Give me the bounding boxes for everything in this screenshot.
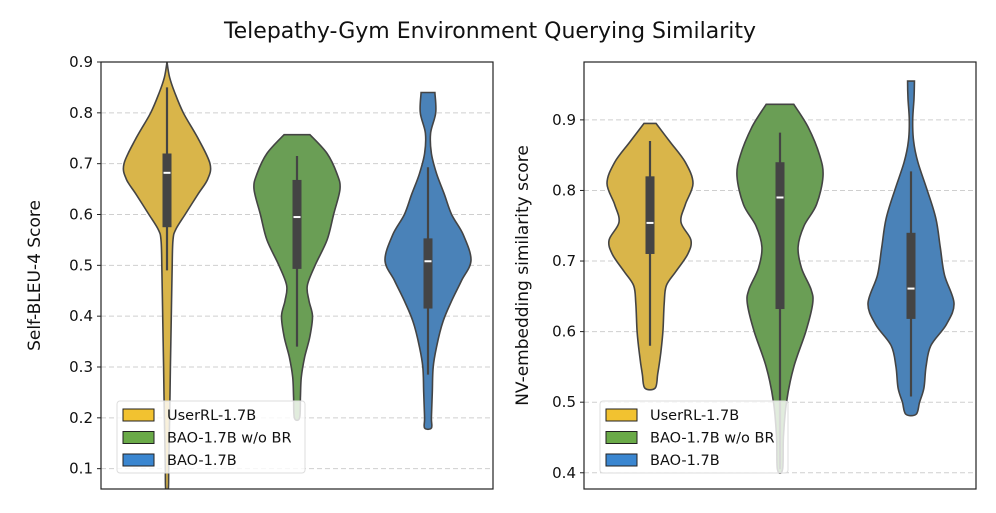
y-tick-label: 0.1 <box>69 460 93 478</box>
y-tick-label: 0.3 <box>69 358 93 376</box>
legend-box <box>599 400 789 474</box>
chart-title: Telepathy-Gym Environment Querying Simil… <box>223 19 756 44</box>
violin-box <box>645 176 655 254</box>
y-tick-label: 0.9 <box>552 111 576 129</box>
legend-label: BAO-1.7B w/o BR <box>650 431 775 447</box>
legend-label: BAO-1.7B <box>650 453 720 469</box>
y-tick-label: 0.4 <box>552 464 576 482</box>
violin-box <box>292 179 302 269</box>
legend: UserRL-1.7B BAO-1.7B w/o BR BAO-1.7B <box>599 400 789 474</box>
violin-1 <box>122 62 212 489</box>
legend-swatch <box>605 453 638 467</box>
plot-frame <box>100 61 494 490</box>
legend-box <box>116 400 306 474</box>
y-tick-label: 0.6 <box>552 323 576 341</box>
legend-swatch <box>605 408 638 422</box>
legend-swatch <box>122 453 155 467</box>
chart-panel-1: 0.1 0.2 0.3 0.4 0.5 0.6 0.7 0.8 0.9 Self-BLEU-4 S… <box>25 53 494 490</box>
y-tick-label: 0.7 <box>552 252 576 270</box>
violin-box <box>423 238 433 309</box>
y-tick-label: 0.8 <box>69 104 93 122</box>
violin-box <box>775 162 785 310</box>
legend-label: BAO-1.7B <box>167 453 237 469</box>
legend-label: BAO-1.7B w/o BR <box>167 431 292 447</box>
y-axis-label: Self-BLEU-4 Score <box>25 200 45 351</box>
legend-label: UserRL-1.7B <box>650 408 739 424</box>
y-tick-label: 0.8 <box>552 181 576 199</box>
legend-label: UserRL-1.7B <box>167 408 256 424</box>
violin-box <box>906 232 916 319</box>
y-tick-label: 0.6 <box>69 206 93 224</box>
legend: UserRL-1.7B BAO-1.7B w/o BR BAO-1.7B <box>116 400 306 474</box>
y-tick-label: 0.5 <box>552 393 576 411</box>
y-tick-label: 0.5 <box>69 256 93 274</box>
y-tick-label: 0.4 <box>69 307 93 325</box>
violin-box <box>162 153 172 228</box>
y-tick-label: 0.9 <box>69 53 93 71</box>
legend-swatch <box>122 431 155 444</box>
plot-frame <box>583 61 977 490</box>
violins <box>122 62 472 489</box>
legend-swatch <box>122 408 155 422</box>
chart-panel-2: 0.4 0.5 0.6 0.7 0.8 0.9 NV-embedding similarit… <box>513 61 977 490</box>
violins <box>606 80 955 474</box>
legend-swatch <box>605 431 638 444</box>
y-tick-label: 0.2 <box>69 409 93 427</box>
y-axis-label: NV-embedding similarity score <box>513 145 533 406</box>
y-tick-label: 0.7 <box>69 155 93 173</box>
